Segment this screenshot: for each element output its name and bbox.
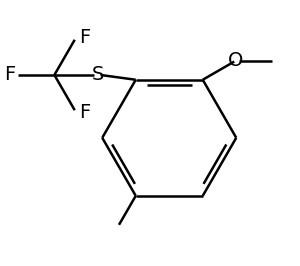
Text: S: S (91, 65, 104, 85)
Text: F: F (80, 103, 91, 122)
Text: O: O (228, 51, 244, 70)
Text: F: F (4, 65, 15, 85)
Text: F: F (80, 28, 91, 47)
